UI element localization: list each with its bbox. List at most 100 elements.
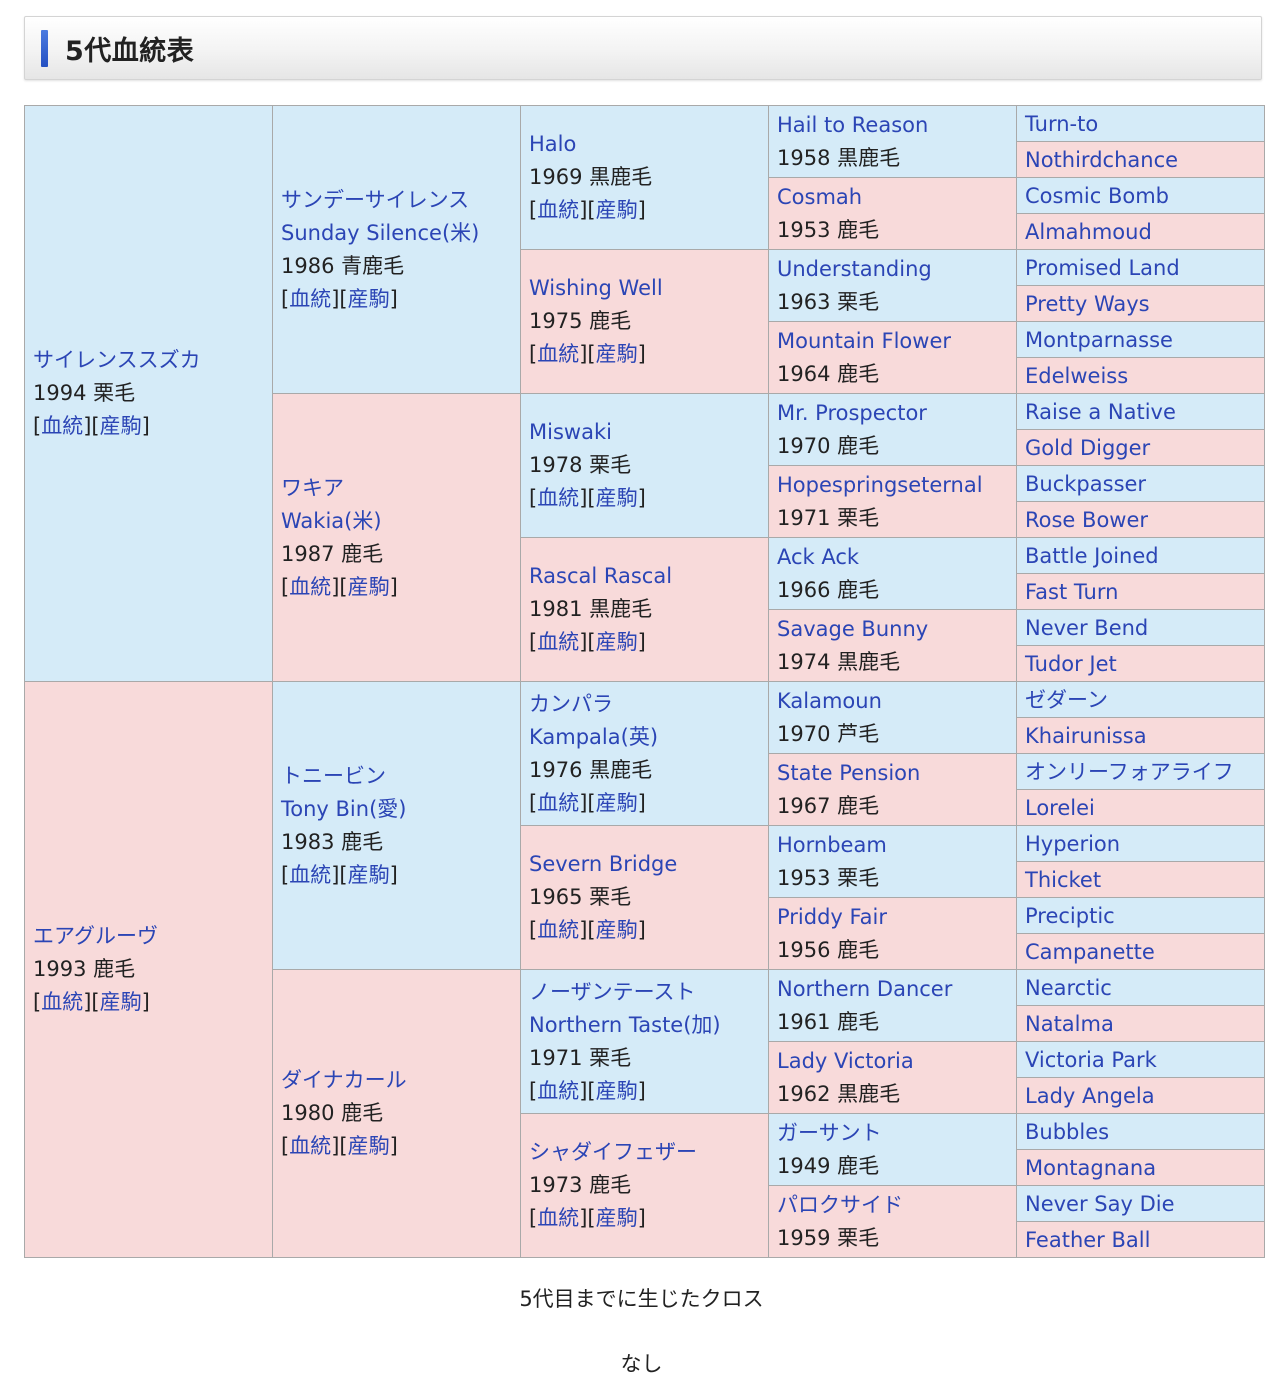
horse-name-link[interactable]: Campanette xyxy=(1025,939,1155,964)
horse-name-link[interactable]: Rose Bower xyxy=(1025,507,1149,532)
horse-name-link[interactable]: Nothirdchance xyxy=(1025,147,1179,172)
horse-name-link[interactable]: Lady Victoria xyxy=(777,1048,914,1073)
horse-name-link[interactable]: ゼダーン xyxy=(1025,687,1108,712)
progeny-link[interactable]: 産駒 xyxy=(595,790,638,815)
blood-link[interactable]: 血統 xyxy=(41,990,84,1014)
horse-name-link[interactable]: Battle Joined xyxy=(1025,543,1159,568)
horse-name-link[interactable]: サンデーサイレンス xyxy=(281,187,470,212)
blood-link[interactable]: 血統 xyxy=(537,1078,580,1103)
progeny-link[interactable]: 産駒 xyxy=(347,1134,390,1158)
blood-link[interactable]: 血統 xyxy=(41,414,84,438)
horse-name-link[interactable]: ダイナカール xyxy=(281,1068,407,1092)
horse-name-link[interactable]: サイレンススズカ xyxy=(33,348,201,372)
horse-name-link[interactable]: Hail to Reason xyxy=(777,112,929,137)
progeny-link[interactable]: 産駒 xyxy=(595,1206,638,1230)
horse-name-en-link[interactable]: Northern Taste(加) xyxy=(529,1012,721,1037)
horse-name-link[interactable]: ガーサント xyxy=(777,1120,882,1145)
horse-name-link[interactable]: Wishing Well xyxy=(529,276,663,300)
horse-name-link[interactable]: Montagnana xyxy=(1025,1155,1157,1180)
horse-name-link[interactable]: State Pension xyxy=(777,760,921,785)
horse-name-link[interactable]: ワキア xyxy=(281,475,344,500)
horse-name-link[interactable]: Preciptic xyxy=(1025,903,1115,928)
horse-name-link[interactable]: Pretty Ways xyxy=(1025,291,1150,316)
blood-link[interactable]: 血統 xyxy=(537,1206,580,1230)
progeny-link[interactable]: 産駒 xyxy=(347,574,390,599)
horse-name-link[interactable]: Khairunissa xyxy=(1025,723,1147,748)
horse-name-link[interactable]: Never Say Die xyxy=(1025,1191,1175,1216)
horse-name-link[interactable]: Mr. Prospector xyxy=(777,400,927,425)
blood-link[interactable]: 血統 xyxy=(537,198,580,222)
progeny-link[interactable]: 産駒 xyxy=(347,286,390,311)
horse-name-link[interactable]: Halo xyxy=(529,132,577,156)
horse-name-link[interactable]: Almahmoud xyxy=(1025,219,1152,244)
pedigree-cell-gen3: Miswaki 1978 栗毛 [血統][産駒] xyxy=(520,393,769,538)
horse-name-link[interactable]: オンリーフォアライフ xyxy=(1025,759,1234,784)
horse-name-link[interactable]: Hornbeam xyxy=(777,832,887,857)
horse-name-en-link[interactable]: Kampala(英) xyxy=(529,724,659,749)
pedigree-cell-gen4: パロクサイド 1959 栗毛 xyxy=(768,1185,1017,1258)
horse-name-link[interactable]: Hyperion xyxy=(1025,831,1121,856)
horse-name-link[interactable]: カンパラ xyxy=(529,691,613,716)
blood-link[interactable]: 血統 xyxy=(537,918,580,942)
horse-name-link[interactable]: Lorelei xyxy=(1025,795,1095,820)
horse-name-link[interactable]: Kalamoun xyxy=(777,688,882,713)
horse-name-link[interactable]: Savage Bunny xyxy=(777,616,929,641)
progeny-link[interactable]: 産駒 xyxy=(347,862,390,887)
progeny-link[interactable]: 産駒 xyxy=(595,198,638,222)
progeny-link[interactable]: 産駒 xyxy=(595,630,638,654)
horse-name-link[interactable]: Miswaki xyxy=(529,420,612,444)
horse-name-link[interactable]: Raise a Native xyxy=(1025,399,1176,424)
horse-name-link[interactable]: Tudor Jet xyxy=(1025,651,1117,676)
horse-name-link[interactable]: Priddy Fair xyxy=(777,904,888,929)
horse-name-link[interactable]: Lady Angela xyxy=(1025,1083,1155,1108)
horse-name-link[interactable]: Understanding xyxy=(777,256,932,281)
horse-name-link[interactable]: Mountain Flower xyxy=(777,328,951,353)
horse-info: 1987 鹿毛 xyxy=(281,541,384,566)
horse-name-link[interactable]: シャダイフェザー xyxy=(529,1140,697,1164)
horse-name-link[interactable]: Edelweiss xyxy=(1025,363,1129,388)
progeny-link[interactable]: 産駒 xyxy=(595,918,638,942)
blood-link[interactable]: 血統 xyxy=(289,862,332,887)
horse-name-link[interactable]: パロクサイド xyxy=(777,1192,903,1217)
horse-name-link[interactable]: ノーザンテースト xyxy=(529,979,696,1004)
horse-name-link[interactable]: トニービン xyxy=(281,763,386,788)
horse-name-link[interactable]: Fast Turn xyxy=(1025,579,1119,604)
progeny-link[interactable]: 産駒 xyxy=(595,1078,638,1103)
horse-name-link[interactable]: Rascal Rascal xyxy=(529,564,673,588)
progeny-link[interactable]: 産駒 xyxy=(99,990,142,1014)
horse-name-link[interactable]: Never Bend xyxy=(1025,615,1149,640)
progeny-link[interactable]: 産駒 xyxy=(595,342,638,366)
horse-name-link[interactable]: Natalma xyxy=(1025,1011,1114,1036)
pedigree-links: [血統][産駒] xyxy=(529,918,646,942)
horse-name-en-link[interactable]: Tony Bin(愛) xyxy=(281,796,407,821)
progeny-link[interactable]: 産駒 xyxy=(595,486,638,510)
horse-name-link[interactable]: Feather Ball xyxy=(1025,1227,1151,1252)
horse-name-link[interactable]: Montparnasse xyxy=(1025,327,1173,352)
blood-link[interactable]: 血統 xyxy=(289,286,332,311)
horse-name-link[interactable]: Cosmic Bomb xyxy=(1025,183,1170,208)
horse-name-link[interactable]: Ack Ack xyxy=(777,544,860,569)
horse-name-link[interactable]: Nearctic xyxy=(1025,975,1112,1000)
progeny-link[interactable]: 産駒 xyxy=(99,414,142,438)
horse-name-link[interactable]: Hopespringseternal xyxy=(777,472,983,497)
horse-name-link[interactable]: エアグルーヴ xyxy=(33,924,158,948)
blood-link[interactable]: 血統 xyxy=(537,630,580,654)
horse-name-link[interactable]: Turn-to xyxy=(1025,111,1099,136)
blood-link[interactable]: 血統 xyxy=(537,486,580,510)
horse-name-link[interactable]: Bubbles xyxy=(1025,1119,1110,1144)
blood-link[interactable]: 血統 xyxy=(289,1134,332,1158)
horse-name-link[interactable]: Thicket xyxy=(1025,867,1102,892)
horse-name-en-link[interactable]: Wakia(米) xyxy=(281,508,382,533)
horse-name-link[interactable]: Gold Digger xyxy=(1025,435,1151,460)
blood-link[interactable]: 血統 xyxy=(537,342,580,366)
pedigree-cell-gen5: Thicket xyxy=(1016,861,1265,898)
horse-name-link[interactable]: Severn Bridge xyxy=(529,852,678,876)
horse-name-link[interactable]: Victoria Park xyxy=(1025,1047,1157,1072)
horse-name-link[interactable]: Buckpasser xyxy=(1025,471,1147,496)
blood-link[interactable]: 血統 xyxy=(537,790,580,815)
horse-name-link[interactable]: Northern Dancer xyxy=(777,976,953,1001)
horse-name-link[interactable]: Promised Land xyxy=(1025,255,1180,280)
blood-link[interactable]: 血統 xyxy=(289,574,332,599)
horse-name-link[interactable]: Cosmah xyxy=(777,184,863,209)
horse-name-en-link[interactable]: Sunday Silence(米) xyxy=(281,220,480,245)
